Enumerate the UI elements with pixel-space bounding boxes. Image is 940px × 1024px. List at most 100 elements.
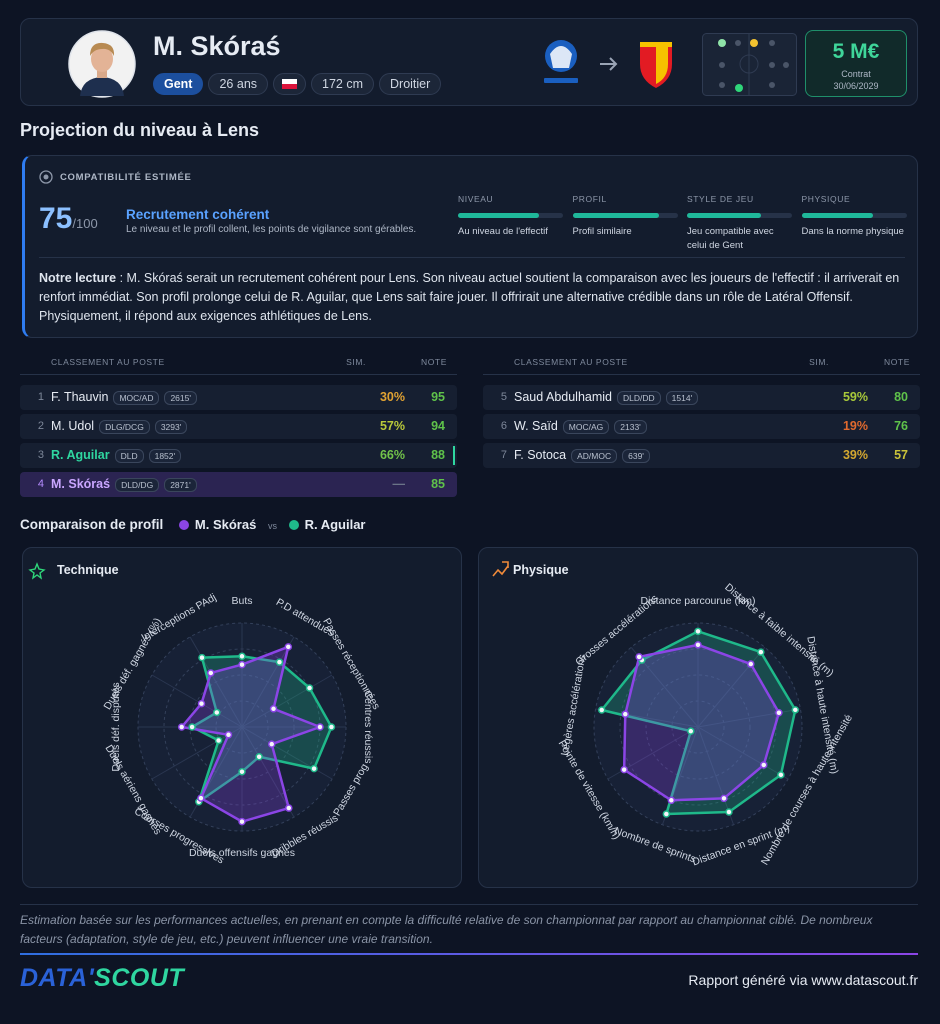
- footer-line: [20, 953, 918, 955]
- player-cell: F. Thauvin MOC/AD 2615': [51, 385, 197, 410]
- radar-point: [269, 705, 278, 713]
- radar-area: [622, 643, 781, 802]
- player-tag: DLD/DD: [617, 390, 661, 405]
- radar-point: [224, 731, 233, 739]
- player-tag: DLD: [114, 448, 144, 463]
- player-tag: MOC/AD: [113, 390, 160, 405]
- radar-point: [791, 706, 800, 714]
- ranking-row: 1 F. Thauvin MOC/AD 2615' 30% 95: [20, 385, 457, 410]
- score: 75/100: [39, 202, 98, 236]
- spoke: [241, 636, 295, 728]
- criterion-bar: [572, 213, 659, 218]
- ranking-row: 5 Saud Abdulhamid DLD/DD 1514' 59% 80: [483, 385, 920, 410]
- note: 94: [431, 419, 445, 433]
- criterion-note: Dans la norme physique: [801, 226, 904, 237]
- criterion-note: Profil similaire: [572, 226, 632, 237]
- radar-point: [177, 723, 186, 731]
- radar-point: [284, 643, 293, 651]
- divider: [39, 257, 905, 258]
- axis-label: Duels déf. disputés: [110, 682, 122, 771]
- contract-label: Contrat: [841, 69, 871, 79]
- spoke: [189, 636, 243, 728]
- player-tag: MOC/AG: [562, 419, 610, 434]
- player-name: M. Skóraś: [153, 31, 281, 61]
- player-tag: 2871': [164, 477, 197, 492]
- footer-divider: [20, 904, 918, 905]
- rank: 6: [500, 420, 507, 432]
- player-cell: M. Udol DLG/DCG 3293': [51, 414, 188, 439]
- criterion-label: PROFIL: [572, 194, 607, 204]
- player-tag: AD/MOC: [571, 448, 618, 463]
- radar-point: [238, 817, 246, 826]
- axis-label: Duels offensifs gagnés: [189, 847, 295, 859]
- ranking-row: 3 R. Aguilar DLD 1852' 66% 88: [20, 443, 457, 468]
- chart-title: Physique: [513, 563, 569, 577]
- radar-point: [597, 706, 606, 714]
- criterion-label: STYLE DE JEU: [687, 194, 754, 204]
- player-tag: 2615': [164, 390, 197, 405]
- club-tag: Gent: [153, 73, 204, 95]
- spoke: [241, 674, 333, 728]
- rank: 1: [37, 391, 44, 403]
- player-name: R. Aguilar: [51, 448, 110, 462]
- radar-point: [188, 723, 196, 731]
- similarity: 19%: [842, 419, 868, 433]
- spoke: [697, 726, 789, 780]
- similarity: 59%: [842, 390, 868, 404]
- radar-point: [747, 660, 755, 668]
- radar-point: [310, 764, 318, 773]
- radar-point: [305, 684, 314, 692]
- axis-label: Légères accélérations: [559, 653, 589, 756]
- radar-point: [759, 761, 768, 769]
- comparison-legend: Comparaison de profil M. Skóraś vs R. Ag…: [20, 517, 366, 532]
- radar-point: [198, 653, 206, 662]
- legend-swatch: [178, 520, 189, 530]
- radar-point: [725, 808, 733, 816]
- ranking-table: CLASSEMENT AU POSTE SIM. NOTE 5 Saud Abdulha…: [483, 357, 920, 502]
- axis-label: Nombre de sprints: [613, 825, 698, 866]
- criterion-track: [801, 213, 907, 218]
- column-header: SIM.: [346, 357, 366, 367]
- contract-date: 30/06/2029: [833, 81, 879, 91]
- criterion-track: [572, 213, 678, 218]
- market-value-card: 5 M€ Contrat 30/06/2029: [805, 30, 907, 97]
- player-cell: W. Saïd MOC/AG 2133': [514, 414, 647, 439]
- ranking-row: 4 M. Skóraś DLD/DG 2871' — 85: [20, 472, 457, 497]
- radar-point: [720, 794, 728, 803]
- reading-text: : M. Skóraś serait un recrutement cohére…: [39, 271, 900, 323]
- transfer-logos: [544, 40, 672, 88]
- criterion-bar: [458, 213, 539, 218]
- radar-point: [197, 794, 205, 802]
- ranking-row: 6 W. Saïd MOC/AG 2133' 19% 76: [483, 414, 920, 439]
- radar-point: [775, 708, 783, 717]
- spoke: [697, 726, 735, 825]
- grid-ring: [593, 622, 803, 832]
- foot-tag: Droitier: [379, 73, 442, 95]
- criterion-track: [458, 213, 563, 218]
- generated-note: Rapport généré via www.datascout.fr: [688, 972, 918, 988]
- ranking-table: CLASSEMENT AU POSTE SIM. NOTE 1 F. Thauvin MO…: [20, 357, 457, 502]
- target-icon: [39, 170, 53, 184]
- rank: 3: [37, 449, 44, 461]
- verdict: Recrutement cohérent: [126, 207, 270, 222]
- legend-label: M. Skóraś: [194, 517, 257, 532]
- radar-card: Technique Buts P.D attendues Passes récepti…: [22, 547, 462, 888]
- radar-point: [197, 699, 206, 708]
- radar-point: [757, 648, 765, 656]
- header-line: [20, 374, 457, 375]
- flag-tag: [273, 73, 307, 95]
- avatar: [68, 30, 136, 98]
- rank: 2: [37, 420, 44, 432]
- brand-logo: DATA'SCOUT: [20, 964, 184, 993]
- criterion-track: [687, 213, 792, 218]
- radar-point: [694, 627, 702, 636]
- grid-ring: [645, 674, 751, 780]
- similarity: 30%: [379, 390, 405, 404]
- rank: 5: [500, 391, 507, 403]
- vs: vs: [267, 521, 277, 531]
- player-name: W. Saïd: [514, 419, 558, 433]
- radar-point: [667, 796, 676, 805]
- player-cell: Saud Abdulhamid DLD/DD 1514': [514, 385, 699, 410]
